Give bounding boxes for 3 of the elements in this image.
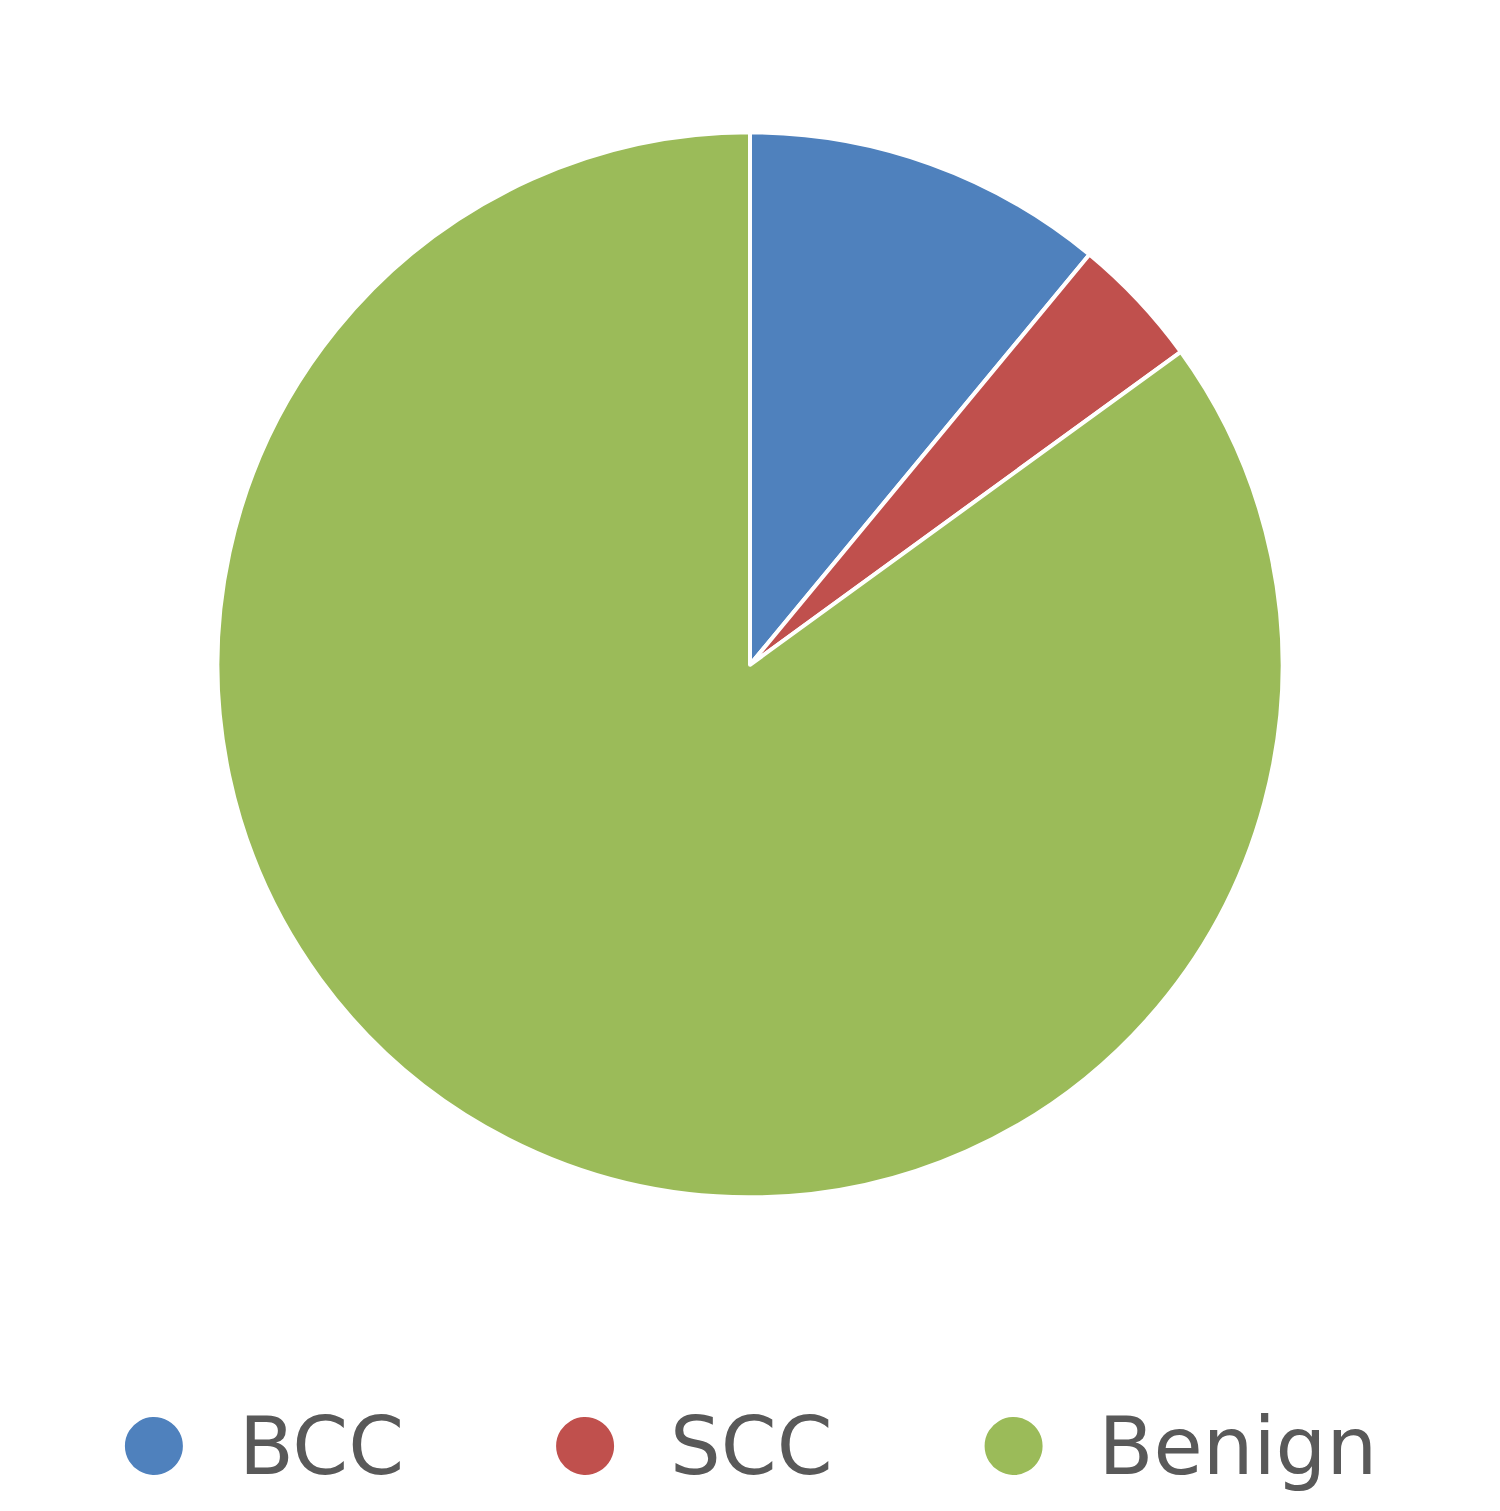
legend-label: Benign: [1098, 1399, 1378, 1493]
legend-label: SCC: [670, 1399, 833, 1493]
legend-label: BCC: [238, 1399, 405, 1493]
